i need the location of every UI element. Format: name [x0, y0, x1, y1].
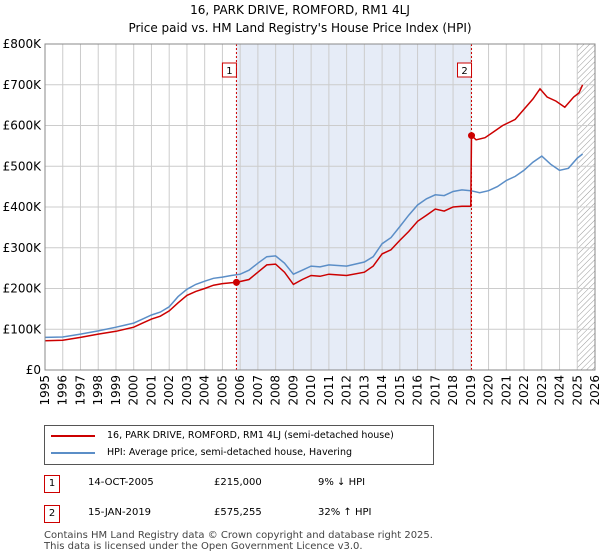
- sale-number-box: 2: [44, 505, 60, 523]
- chart-subtitle: Price paid vs. HM Land Registry's House …: [128, 21, 471, 35]
- series-line-hpi: [44, 153, 584, 339]
- sale-marker-label: 1: [226, 66, 232, 77]
- x-tick-label: 2013: [357, 375, 371, 406]
- x-tick-label: 1995: [38, 375, 52, 406]
- sale-date: 14-OCT-2005: [88, 477, 154, 488]
- x-tick-label: 2001: [144, 375, 158, 406]
- x-tick-label: 2018: [446, 375, 460, 406]
- x-tick-label: 2007: [251, 375, 265, 406]
- y-axis-ticks: £0 £100K £200K £300K £400K £500K £600K £700K £80…: [3, 37, 43, 377]
- x-tick-label: 1999: [109, 375, 123, 406]
- x-tick-label: 2015: [393, 375, 407, 406]
- sale-price: £575,255: [214, 507, 262, 518]
- x-tick-label: 2009: [286, 375, 300, 406]
- chart-title: 16, PARK DRIVE, ROMFORD, RM1 4LJ: [190, 3, 410, 17]
- sale-marker-box: [457, 62, 473, 78]
- sale-row-1: 1 14-OCT-2005 £215,000 9% ↓ HPI: [44, 475, 464, 493]
- x-tick-label: 2020: [482, 375, 496, 406]
- sale-marker-label: 2: [461, 66, 467, 77]
- y-tick-label: £500K: [3, 159, 43, 173]
- legend-label-hpi: HPI: Average price, semi-detached house,…: [107, 447, 353, 458]
- sale-price: £215,000: [214, 477, 262, 488]
- sale-number-box: 1: [44, 475, 60, 493]
- sale-hpi-diff: 32% ↑ HPI: [318, 507, 372, 518]
- x-axis-ticks: 1995 1996 1997 1998 1999 2000 2001 2002 2003 2004…: [38, 375, 600, 406]
- x-tick-label: 2008: [269, 375, 283, 406]
- footer: Contains HM Land Registry data © Crown c…: [44, 530, 433, 552]
- x-tick-label: 2022: [517, 375, 531, 406]
- y-tick-label: £0: [26, 363, 41, 377]
- x-tick-label: 2025: [570, 375, 584, 406]
- x-tick-label: 1996: [56, 375, 70, 406]
- sale-row-2: 2 15-JAN-2019 £575,255 32% ↑ HPI: [44, 505, 464, 523]
- x-tick-label: 2023: [535, 375, 549, 406]
- gridlines: [44, 43, 596, 371]
- x-tick-label: 1998: [91, 375, 105, 406]
- legend: 16, PARK DRIVE, ROMFORD, RM1 4LJ (semi-d…: [44, 425, 434, 465]
- x-tick-label: 2010: [304, 375, 318, 406]
- y-tick-label: £400K: [3, 200, 43, 214]
- legend-label-property: 16, PARK DRIVE, ROMFORD, RM1 4LJ (semi-d…: [107, 430, 394, 441]
- sale-point: [468, 132, 476, 140]
- x-tick-label: 2004: [198, 375, 212, 406]
- x-tick-label: 2016: [411, 375, 425, 406]
- y-tick-label: £100K: [3, 322, 43, 336]
- sale-points: [232, 132, 476, 286]
- y-tick-label: £200K: [3, 282, 43, 296]
- footer-line-1: Contains HM Land Registry data © Crown c…: [44, 530, 433, 541]
- x-tick-label: 2017: [428, 375, 442, 406]
- x-tick-label: 2005: [215, 375, 229, 406]
- x-tick-label: 2019: [464, 375, 478, 406]
- y-tick-label: £800K: [3, 37, 43, 51]
- x-tick-label: 2014: [375, 375, 389, 406]
- series-lines: [44, 84, 584, 342]
- y-tick-label: £300K: [3, 241, 43, 255]
- x-tick-label: 2026: [588, 375, 600, 406]
- series-line-property: [44, 84, 584, 342]
- x-tick-label: 2024: [553, 375, 567, 406]
- x-tick-label: 2012: [340, 375, 354, 406]
- sale-marker-box: [221, 62, 237, 78]
- x-tick-label: 2021: [499, 375, 513, 406]
- legend-swatch-hpi: [51, 452, 95, 454]
- x-tick-label: 2000: [127, 375, 141, 406]
- sale-point: [232, 278, 240, 286]
- footer-line-2: This data is licensed under the Open Gov…: [44, 541, 363, 552]
- x-tick-label: 2003: [180, 375, 194, 406]
- x-tick-label: 2006: [233, 375, 247, 406]
- y-tick-label: £600K: [3, 119, 43, 133]
- sale-date: 15-JAN-2019: [88, 507, 152, 518]
- price-chart: 16, PARK DRIVE, ROMFORD, RM1 4LJ Price p…: [3, 3, 600, 406]
- legend-swatch-property: [51, 435, 95, 437]
- y-tick-label: £700K: [3, 78, 43, 92]
- sale-hpi-diff: 9% ↓ HPI: [318, 477, 366, 488]
- x-tick-label: 2011: [322, 375, 336, 406]
- plot-border: [44, 43, 596, 371]
- x-tick-label: 1997: [73, 375, 87, 406]
- x-tick-label: 2002: [162, 375, 176, 406]
